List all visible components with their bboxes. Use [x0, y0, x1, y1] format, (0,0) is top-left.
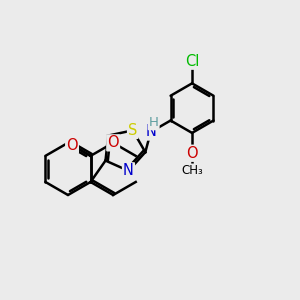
Text: Cl: Cl — [185, 54, 199, 69]
Text: O: O — [107, 135, 119, 150]
Text: S: S — [128, 123, 137, 138]
Text: CH₃: CH₃ — [181, 164, 203, 178]
Text: N: N — [123, 163, 134, 178]
Text: H: H — [149, 116, 159, 129]
Text: N: N — [145, 124, 156, 140]
Text: O: O — [66, 138, 78, 153]
Text: O: O — [186, 146, 198, 161]
